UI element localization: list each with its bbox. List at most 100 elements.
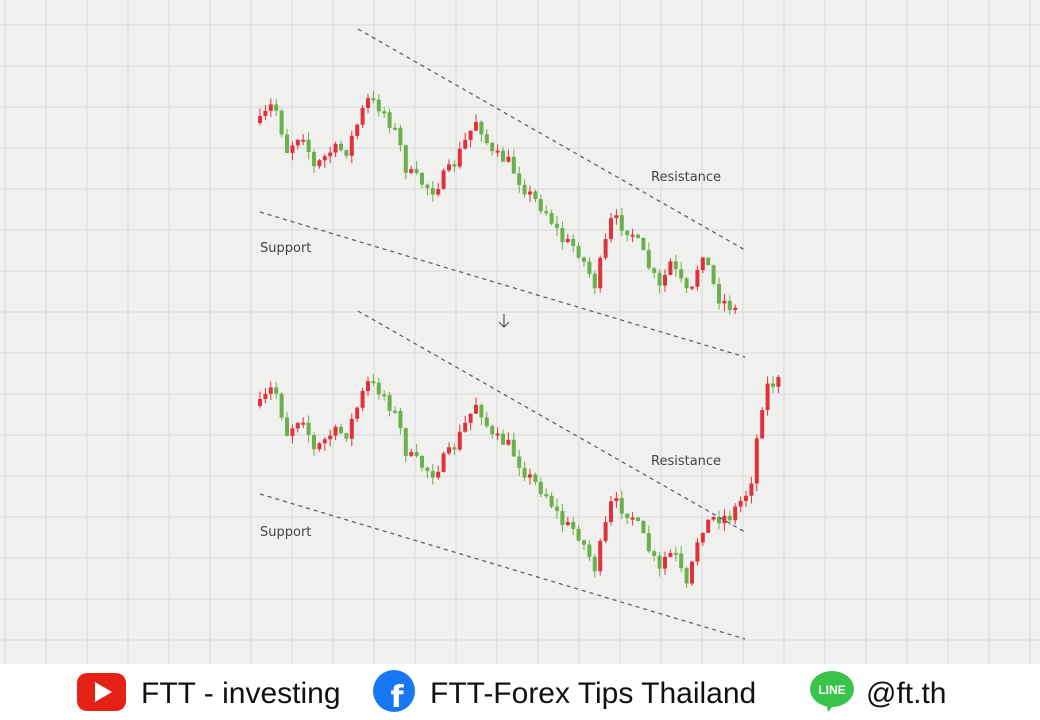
candle-body [490, 426, 495, 435]
candle-body [328, 152, 333, 157]
candle-body [258, 399, 262, 406]
candle-body [668, 261, 673, 275]
candle-body [355, 124, 360, 136]
candle-body [641, 237, 646, 251]
candle-body [479, 121, 484, 135]
candle-body [495, 150, 500, 153]
candle-body [609, 501, 613, 523]
candle-body [744, 495, 748, 501]
candle-body [673, 261, 678, 270]
candle-body [646, 250, 651, 269]
candle-body [571, 521, 576, 529]
candle-body [420, 456, 424, 468]
line-icon-text: LINE [818, 683, 845, 697]
candle-body [614, 498, 619, 502]
candle-body [430, 187, 435, 195]
candle-body [463, 139, 468, 149]
candle-body [452, 447, 457, 450]
candle-body [447, 447, 451, 454]
candle-body [636, 234, 640, 238]
candle-body [387, 112, 392, 128]
candle-body [290, 428, 295, 436]
candle-body [474, 121, 478, 131]
candle-body [506, 156, 511, 162]
trend-lines [259, 28, 746, 640]
candle-body [598, 540, 603, 572]
resistance-label: Resistance [651, 454, 721, 469]
candle-body [592, 273, 597, 289]
candle-body [538, 481, 543, 495]
candle-body [441, 453, 446, 472]
candle-body [598, 257, 603, 289]
candle-body [522, 467, 527, 478]
candle-body [263, 110, 268, 117]
candle-body [544, 211, 549, 214]
candle-body [517, 173, 522, 185]
candle-body [333, 426, 338, 436]
paper-grid [0, 0, 1040, 664]
candle-body [274, 104, 279, 111]
candle-body [344, 150, 349, 156]
candle-body [765, 383, 770, 411]
candle-body [376, 382, 381, 395]
candle-body [565, 521, 570, 526]
candle-body [398, 410, 403, 429]
candle-body [625, 513, 630, 519]
candle-body [360, 107, 365, 125]
candle-body [306, 422, 311, 435]
candle-body [301, 422, 306, 425]
candle-body [630, 234, 635, 237]
line-account: @ft.th [866, 677, 946, 710]
footer [0, 664, 1040, 720]
candle-body [555, 223, 559, 229]
candle-body [344, 433, 349, 439]
candle-body [695, 542, 700, 562]
candle-body [673, 552, 678, 555]
candle-body [425, 184, 430, 188]
candle-body [312, 151, 316, 167]
resistance-line [357, 28, 746, 251]
candle-body [646, 533, 651, 552]
candle-body [722, 300, 727, 304]
candle-body [679, 269, 684, 279]
candle-body [511, 439, 516, 457]
candle-body [711, 265, 716, 284]
candle-body [528, 191, 532, 195]
candle-body [587, 544, 592, 557]
candle-body [727, 300, 732, 310]
candle-body [495, 433, 500, 436]
candle-body [425, 467, 430, 471]
candle-body [700, 532, 705, 543]
candle-body [279, 110, 284, 135]
candle-body [582, 540, 586, 545]
facebook-page: FTT-Forex Tips Thailand [430, 677, 756, 710]
candle-body [479, 404, 484, 418]
candle-body [663, 556, 667, 569]
candle-body [576, 245, 581, 258]
candle-body [533, 191, 538, 199]
candle-body [463, 422, 468, 432]
candle-body [436, 188, 441, 195]
candle-body [312, 434, 316, 450]
candle-body [738, 500, 743, 507]
candle-body [457, 431, 462, 450]
candle-body [382, 394, 387, 397]
candle-body [592, 556, 597, 572]
candle-body [436, 471, 441, 478]
candle-body [268, 387, 273, 394]
candle-body [533, 474, 538, 482]
candle-body [652, 551, 657, 556]
candle-body [733, 307, 738, 310]
candle-body [501, 150, 505, 162]
candle-body [441, 170, 446, 189]
candle-body [538, 198, 543, 212]
candle-body [636, 517, 640, 521]
resistance-label: Resistance [651, 170, 721, 185]
candle-body [760, 410, 765, 439]
candles [258, 90, 781, 589]
candle-body [322, 156, 327, 161]
svg-text:f: f [390, 680, 404, 715]
candle-body [706, 257, 711, 266]
candle-body [517, 456, 522, 468]
